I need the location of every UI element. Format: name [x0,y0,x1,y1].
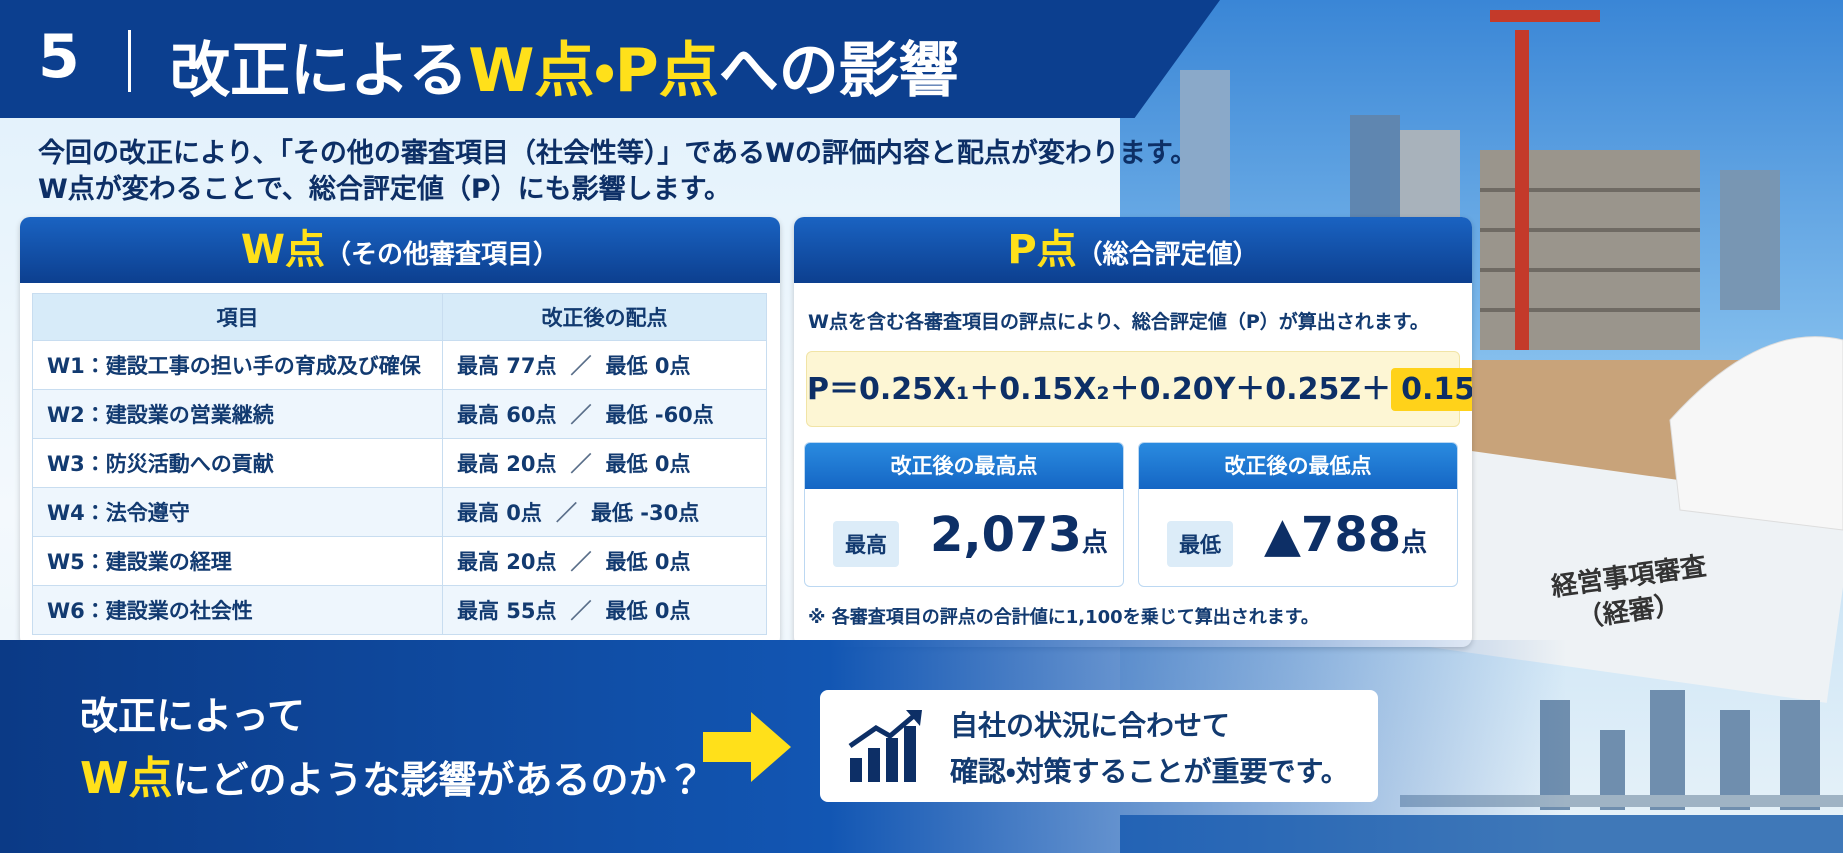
question-highlight: W点 [80,753,173,804]
max-score: 最高 20点 [457,550,557,574]
title: 改正によるW点・P点への影響 [170,22,959,109]
panel-title: W点 [240,227,326,273]
item-cell: W6：建設業の社会性 [32,585,443,635]
max-score: 最高 20点 [457,452,557,476]
box-value: ▲788点 [1264,507,1427,563]
max-score: 最高 55点 [457,599,557,623]
table-row: W5：建設業の経理 最高 20点 ／ 最低 0点 [32,536,767,586]
message-line: 確認・対策することが重要です。 [950,755,1349,788]
max-score: 最高 77点 [457,354,557,378]
note: ※ 各審査項目の評点の合計値に1,100を乗じて算出されます。 [808,607,1319,628]
box-tag: 最高 [833,521,899,567]
item-cell: W4：法令遵守 [32,487,443,537]
panel-subtitle: （その他審査項目） [325,240,560,270]
box-value: 2,073点 [930,507,1108,563]
message-line: 自社の状況に合わせて [950,709,1231,742]
separator: ／ [570,452,592,476]
table-row: W4：法令遵守 最高 0点 ／ 最低 -30点 [32,487,767,537]
max-score: 最高 60点 [457,403,557,427]
item-cell: W1：建設工事の担い手の育成及び確保 [32,340,443,390]
formula: P＝0.25X₁＋0.15X₂＋0.20Y＋0.25Z＋0.15W [806,351,1472,427]
p-panel: P点（総合評定値） W点を含む各審査項目の評点により、総合評定値（P）が算出され… [794,217,1472,647]
w-panel: W点（その他審査項目） 項目 改正後の配点 W1：建設工事の担い手の育成及び確保最… [20,217,780,647]
panel-title: P点 [1007,227,1077,273]
formula-text: P＝0.25X₁＋0.15X₂＋0.20Y＋0.25Z＋ [807,372,1392,407]
min-score: 最低 -60点 [605,403,714,427]
column-header: 項目 [32,293,443,341]
panel-header: W点（その他審査項目） [20,217,780,283]
panel-subtitle: （総合評定値） [1076,240,1259,270]
item-cell: W3：防災活動への貢献 [32,438,443,488]
box-heading: 改正後の最低点 [1139,443,1457,489]
description: W点を含む各審査項目の評点により、総合評定値（P）が算出されます。 [808,311,1429,333]
separator: ／ [570,599,592,623]
separator: ／ [570,354,592,378]
photo-background: 経営事項審査 （経審） [1120,0,1843,853]
message-box: 自社の状況に合わせて 確認・対策することが重要です。 [820,690,1378,802]
score-cell: 最高 60点 ／ 最低 -60点 [442,389,767,439]
min-score: 最低 -30点 [590,501,700,525]
item-cell: W5：建設業の経理 [32,536,443,586]
score-cell: 最高 20点 ／ 最低 0点 [442,438,767,488]
panel-header: P点（総合評定値） [794,217,1472,283]
min-score: 最低 0点 [605,354,691,378]
title-part: W点 [468,36,595,106]
min-score: 最低 0点 [605,452,691,476]
score-cell: 最高 20点 ／ 最低 0点 [442,536,767,586]
table-row: W1：建設工事の担い手の育成及び確保 最高 77点 ／ 最低 0点 [32,340,767,390]
intro-line: W点が変わることで、総合評定値（P）にも影響します。 [38,174,731,205]
arrow [703,712,791,782]
unit: 点 [1401,528,1428,558]
section-number: 5 [38,22,80,92]
title-part: への影響 [718,36,959,106]
min-score: 最低 0点 [605,599,691,623]
column-header: 改正後の配点 [442,293,767,341]
table-row: W6：建設業の社会性 最高 55点 ／ 最低 0点 [32,585,767,635]
table-row: W2：建設業の営業継続 最高 60点 ／ 最低 -60点 [32,389,767,439]
table-row: W3：防災活動への貢献 最高 20点 ／ 最低 0点 [32,438,767,488]
max-box: 改正後の最高点 最高 2,073点 [804,442,1124,587]
formula-highlight: 0.15W [1391,368,1472,411]
box-heading: 改正後の最高点 [805,443,1123,489]
value: 2,073 [930,507,1082,563]
photo-illustration: 経営事項審査 （経審） [1120,10,1843,853]
min-score: 最低 0点 [605,550,691,574]
min-box: 改正後の最低点 最低 ▲788点 [1138,442,1458,587]
question-line: 改正によって [80,694,305,738]
header-band [0,0,1220,118]
intro-line: 今回の改正により、「その他の審査項目（社会性等）」であるWの評価内容と配点が変わ… [38,138,1198,169]
separator: ／ [570,403,592,427]
value: ▲788 [1264,507,1402,563]
chart-icon [848,710,922,782]
score-cell: 最高 0点 ／ 最低 -30点 [442,487,767,537]
score-cell: 最高 77点 ／ 最低 0点 [442,340,767,390]
unit: 点 [1081,528,1108,558]
title-part: 改正による [170,36,469,106]
separator: ／ [555,501,577,525]
question-line: W点にどのような影響があるのか？ [80,742,705,806]
question-rest: にどのような影響があるのか？ [172,758,705,802]
score-table: 項目 改正後の配点 W1：建設工事の担い手の育成及び確保 最高 77点／最低 0点 W… [32,293,767,635]
divider [128,30,131,92]
max-score: 最高 0点 [457,501,542,525]
title-part: ・ [594,36,615,106]
item-cell: W2：建設業の営業継続 [32,389,443,439]
separator: ／ [570,550,592,574]
score-cell: 最高 55点 ／ 最低 0点 [442,585,767,635]
box-tag: 最低 [1167,521,1233,567]
title-part: P点 [614,36,719,106]
